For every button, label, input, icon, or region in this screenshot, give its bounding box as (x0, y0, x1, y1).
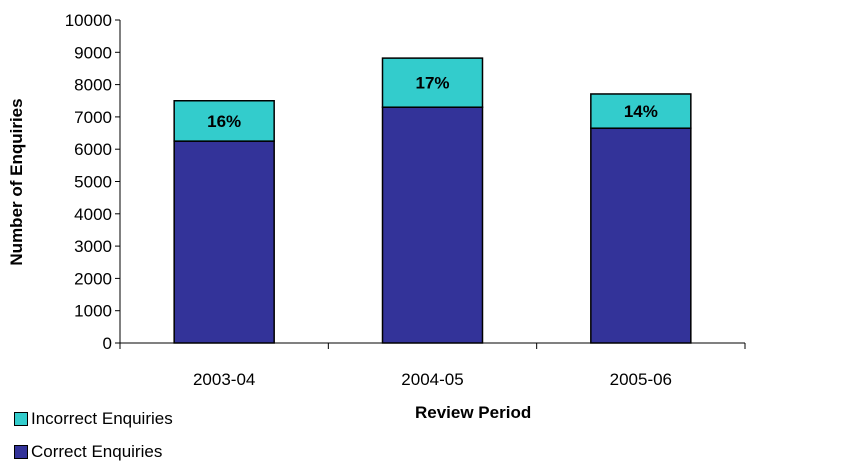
y-axis-title: Number of Enquiries (7, 98, 26, 265)
bar-incorrect-2003-04 (173, 100, 275, 142)
stacked-bar-chart: Number of Enquiries 0 1000 2000 3000 4000 500… (7, 11, 746, 389)
bars: 16% 17% 14% (173, 57, 692, 344)
bar-incorrect-2005-06 (590, 93, 692, 129)
segment-percent-label: 16% (207, 112, 241, 131)
y-tick-label: 1000 (74, 302, 112, 321)
legend: Incorrect Enquiries Correct Enquiries (14, 402, 173, 468)
bar-correct-2004-05 (381, 106, 484, 344)
y-tick-label: 4000 (74, 205, 112, 224)
legend-label: Correct Enquiries (31, 441, 163, 461)
legend-swatch (14, 411, 28, 426)
y-tick-label: 3000 (74, 237, 112, 256)
legend-label: Incorrect Enquiries (31, 408, 173, 428)
x-tick-label: 2004-05 (401, 370, 463, 389)
legend-item: Correct Enquiries (14, 435, 173, 468)
y-axis: 0 1000 2000 3000 4000 5000 6000 7000 8000 9000 100… (65, 11, 121, 353)
x-axis-title: Review Period (415, 403, 532, 422)
segment-percent-label: 17% (415, 74, 449, 93)
bar-correct-2003-04 (173, 140, 275, 344)
x-tick-label: 2003-04 (193, 370, 255, 389)
x-tick-label: 2005-06 (610, 370, 672, 389)
y-tick-label: 8000 (74, 76, 112, 95)
legend-item: Incorrect Enquiries (14, 402, 173, 435)
y-tick-label: 6000 (74, 140, 112, 159)
y-tick-label: 9000 (74, 43, 112, 62)
y-tick-label: 2000 (74, 269, 112, 288)
segment-percent-label: 14% (624, 102, 658, 121)
bar-incorrect-2004-05 (381, 57, 484, 108)
x-axis: 2003-04 2004-05 2005-06 (119, 342, 746, 389)
bar-correct-2005-06 (590, 127, 692, 344)
y-tick-label: 7000 (74, 108, 112, 127)
y-tick-label: 0 (103, 334, 112, 353)
y-tick-label: 10000 (65, 11, 112, 30)
y-tick-label: 5000 (74, 173, 112, 192)
legend-swatch (14, 444, 28, 459)
